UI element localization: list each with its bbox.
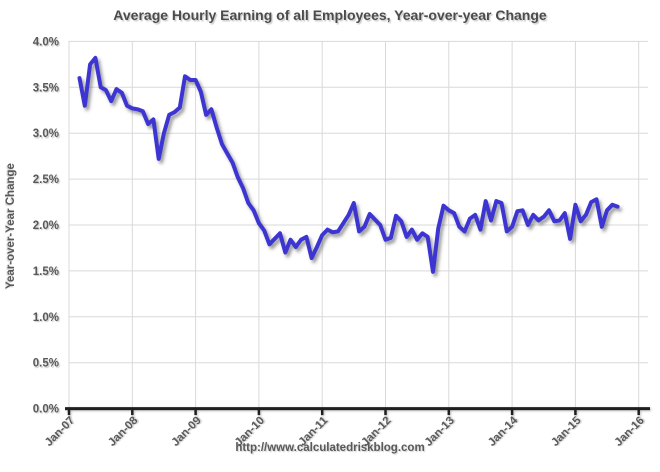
y-tick-label: 2.0% [33, 220, 59, 232]
y-tick-label: 3.5% [33, 82, 59, 94]
y-tick-label: 0.0% [33, 404, 59, 416]
y-tick-label: 0.5% [33, 358, 59, 370]
y-tick-label: 4.0% [33, 36, 59, 48]
y-tick-label: 1.0% [33, 312, 59, 324]
y-tick-label: 1.5% [33, 266, 59, 278]
x-axis [65, 407, 650, 416]
data-series [77, 55, 620, 274]
y-tick-label: 2.5% [33, 174, 59, 186]
chart-title: Average Hourly Earning of all Employees,… [113, 7, 547, 23]
series-line [77, 55, 620, 274]
y-tick-label: 3.0% [33, 128, 59, 140]
footer-url: http://www.calculatedriskblog.com [235, 442, 425, 454]
